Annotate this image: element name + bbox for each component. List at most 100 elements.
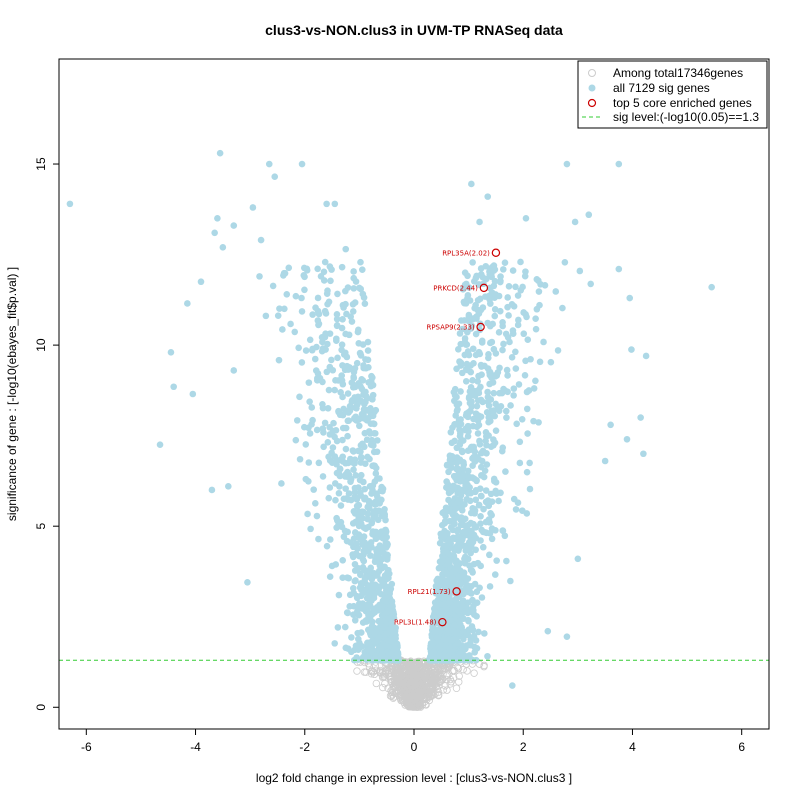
sig-point (475, 501, 483, 509)
sig-point (370, 448, 378, 456)
sig-point (518, 415, 526, 423)
sig-point (452, 558, 459, 566)
sig-point (447, 524, 455, 531)
sig-point (456, 441, 464, 448)
sig-point (453, 600, 460, 608)
sig-point (477, 265, 485, 272)
nonsig-point (423, 672, 431, 680)
legend-box (577, 60, 768, 129)
sig-point (474, 430, 482, 437)
sig-point (281, 305, 288, 313)
sig-point (381, 535, 388, 542)
sig-point (369, 420, 377, 427)
sig-point (315, 310, 323, 318)
sig-point (360, 294, 368, 301)
nonsig-point (418, 665, 427, 673)
sig-point (298, 294, 305, 302)
sig-point (466, 641, 474, 649)
nonsig-point (406, 702, 415, 711)
sig-point (455, 514, 463, 522)
sig-point (346, 603, 354, 610)
sig-point (452, 581, 460, 588)
sig-outlier-point (585, 211, 593, 219)
nonsig-point (419, 669, 427, 678)
sig-outlier-point (184, 300, 191, 307)
x-axis-label: log2 fold change in expression level : [… (256, 771, 572, 785)
sig-point (438, 600, 446, 608)
sig-point (369, 628, 376, 635)
x-tick-label: 4 (629, 740, 636, 754)
sig-point (339, 574, 346, 581)
highlight-gene-marker (438, 617, 447, 627)
sig-point (433, 582, 441, 590)
sig-point (356, 476, 364, 484)
sig-point (301, 286, 308, 294)
sig-point (499, 346, 506, 354)
sig-point (318, 334, 326, 341)
sig-point (315, 320, 323, 328)
sig-point (440, 635, 448, 643)
sig-outlier-point (298, 160, 306, 168)
x-tick-label: 0 (411, 740, 418, 754)
sig-point (454, 532, 462, 540)
sig-point (357, 397, 365, 405)
sig-point (372, 582, 379, 590)
sig-point (283, 291, 291, 298)
sig-point (324, 340, 331, 348)
sig-outlier-point (189, 390, 197, 398)
sig-point (450, 483, 457, 491)
sig-point (362, 388, 369, 396)
sig-point (374, 636, 382, 644)
sig-outlier-point (211, 229, 218, 237)
sig-outlier-point (563, 633, 571, 640)
sig-point (456, 539, 464, 547)
sig-point (503, 414, 510, 421)
sig-point (436, 628, 444, 636)
sig-point (487, 509, 494, 517)
sig-point (495, 497, 502, 505)
sig-point (477, 361, 485, 369)
sig-point (360, 589, 367, 597)
sig-point (365, 611, 373, 618)
sig-point (324, 405, 332, 412)
sig-point (306, 430, 314, 437)
sig-point (476, 437, 483, 445)
sig-point (532, 325, 540, 333)
sig-point (342, 445, 350, 453)
sig-point (338, 263, 346, 271)
sig-point (310, 486, 317, 493)
nonsig-point (379, 683, 387, 692)
sig-point (361, 485, 369, 493)
sig-point (355, 513, 363, 521)
nonsig-point (400, 689, 409, 697)
sig-point (440, 542, 448, 550)
sig-point (361, 429, 369, 437)
sig-point (342, 287, 349, 295)
sig-point (483, 409, 491, 416)
sig-point (490, 267, 498, 274)
sig-point (460, 615, 467, 622)
sig-point (515, 381, 523, 388)
sig-point (364, 356, 372, 364)
sig-point (447, 540, 454, 547)
sig-point (361, 542, 369, 550)
sig-point (274, 312, 282, 319)
sig-point (313, 426, 321, 434)
sig-point (370, 594, 378, 602)
sig-point (446, 646, 454, 654)
sig-point (298, 359, 306, 366)
sig-point (365, 646, 372, 654)
sig-point (452, 474, 459, 482)
sig-point (314, 294, 322, 302)
sig-point (336, 411, 344, 419)
sig-point (500, 340, 507, 348)
sig-point (386, 607, 393, 614)
sig-point (357, 629, 365, 636)
sig-point (339, 453, 347, 461)
sig-point (339, 316, 346, 323)
nonsig-point (353, 667, 361, 675)
sig-point (451, 421, 459, 428)
sig-point (324, 438, 332, 446)
sig-point (292, 292, 300, 300)
nonsig-point (398, 675, 406, 683)
